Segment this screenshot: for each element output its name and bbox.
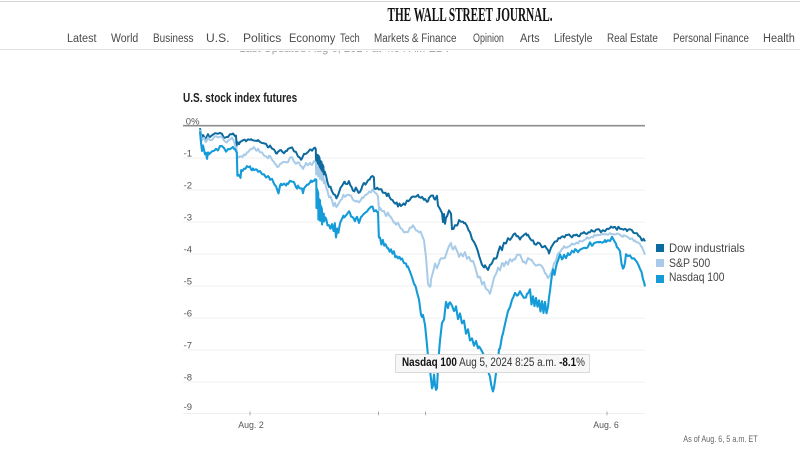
svg-text:-2: -2	[184, 181, 192, 192]
svg-text:-8: -8	[184, 373, 192, 384]
svg-text:-3: -3	[184, 213, 192, 224]
svg-text:-1: -1	[184, 149, 192, 160]
svg-text:Aug. 2: Aug. 2	[238, 420, 264, 430]
svg-text:-4: -4	[184, 245, 192, 256]
svg-text:-6: -6	[184, 309, 192, 320]
svg-text:Aug. 6: Aug. 6	[593, 420, 619, 430]
svg-text:-7: -7	[184, 341, 192, 352]
svg-text:0%: 0%	[186, 117, 200, 128]
svg-text:-5: -5	[184, 277, 192, 288]
svg-text:-9: -9	[184, 402, 192, 413]
